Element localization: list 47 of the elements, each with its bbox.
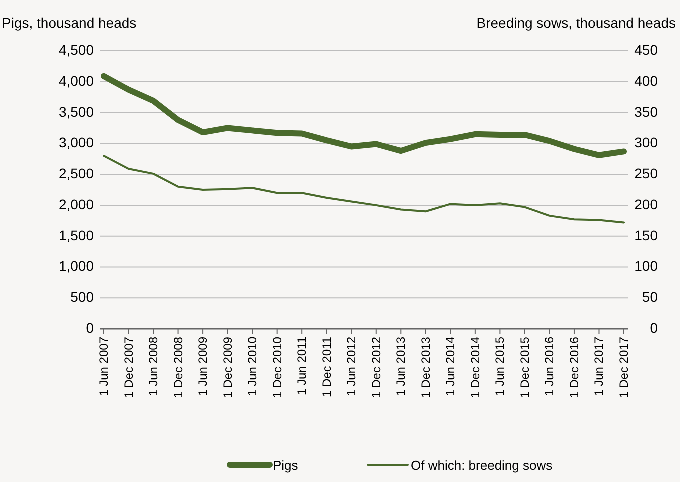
x-tick-label: 1 Dec 2017 bbox=[617, 336, 631, 398]
y2-tick-label: 50 bbox=[642, 289, 658, 306]
x-tick-label: 1 Jun 2011 bbox=[295, 336, 310, 396]
y2-axis-title: Breeding sows, thousand heads bbox=[476, 15, 676, 31]
y-axis-title: Pigs, thousand heads bbox=[2, 15, 137, 31]
x-tick-label: 1 Dec 2014 bbox=[468, 336, 482, 398]
y-tick-label: 1,000 bbox=[58, 258, 94, 274]
x-tick-label: 1 Dec 2012 bbox=[369, 336, 384, 398]
y-tick-label: 3,500 bbox=[58, 104, 94, 120]
y2-tick-label: 150 bbox=[634, 227, 658, 244]
x-tick-label: 1 Jun 2009 bbox=[196, 336, 210, 396]
y-tick-label: 2,000 bbox=[58, 196, 94, 212]
x-tick-label: 1 Jun 2013 bbox=[394, 336, 408, 396]
y-tick-label: 1,500 bbox=[58, 227, 94, 244]
x-tick-label: 1 Jun 2016 bbox=[542, 336, 557, 396]
y2-tick-label: 0 bbox=[650, 320, 658, 336]
y-tick-label: 4,000 bbox=[58, 72, 94, 89]
x-tick-label: 1 Dec 2013 bbox=[418, 336, 433, 398]
y2-tick-label: 350 bbox=[634, 104, 658, 120]
y2-tick-label: 250 bbox=[634, 166, 658, 182]
y2-tick-label: 400 bbox=[634, 72, 658, 89]
x-tick-label: 1 Dec 2009 bbox=[220, 336, 235, 398]
x-tick-label: 1 Dec 2010 bbox=[270, 336, 284, 398]
y-tick-label: 0 bbox=[86, 320, 94, 336]
x-tick-label: 1 Dec 2011 bbox=[320, 336, 334, 398]
y2-tick-label: 300 bbox=[634, 134, 658, 151]
x-tick-label: 1 Jun 2014 bbox=[444, 336, 458, 396]
x-tick-label: 1 Jun 2012 bbox=[344, 336, 359, 396]
y-tick-label: 500 bbox=[70, 289, 94, 306]
x-tick-label: 1 Dec 2015 bbox=[518, 336, 532, 398]
y2-tick-label: 450 bbox=[634, 42, 658, 58]
y-tick-label: 3,000 bbox=[58, 134, 94, 151]
x-tick-label: 1 Jun 2015 bbox=[493, 336, 508, 396]
legend-label: Pigs bbox=[273, 458, 299, 473]
y2-tick-label: 200 bbox=[634, 196, 658, 212]
x-tick-label: 1 Dec 2016 bbox=[567, 336, 582, 398]
x-tick-label: 1 Dec 2007 bbox=[122, 336, 136, 398]
x-tick-label: 1 Jun 2017 bbox=[592, 336, 606, 396]
x-tick-label: 1 Jun 2007 bbox=[97, 336, 111, 396]
line-series bbox=[103, 155, 625, 224]
x-tick-label: 1 Jun 2008 bbox=[146, 336, 161, 396]
y-tick-label: 2,500 bbox=[58, 166, 94, 182]
x-tick-label: 1 Dec 2008 bbox=[171, 336, 186, 398]
y2-tick-label: 100 bbox=[634, 258, 658, 274]
legend-label: Of which: breeding sows bbox=[411, 458, 554, 473]
y-tick-label: 4,500 bbox=[58, 42, 94, 58]
x-tick-label: 1 Jun 2010 bbox=[246, 336, 260, 396]
